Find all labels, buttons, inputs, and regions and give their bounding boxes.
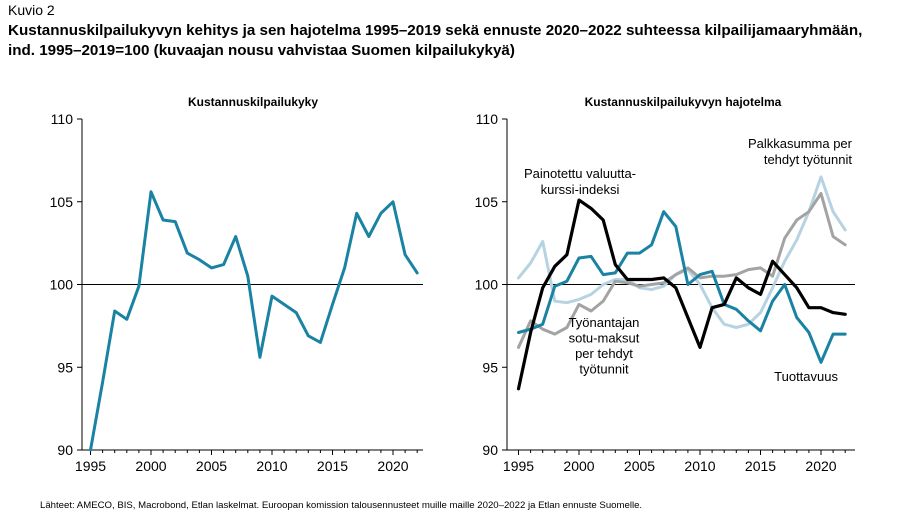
y-tick-label: 105 — [50, 194, 74, 210]
x-tick-label: 2015 — [745, 458, 776, 474]
x-tick-label: 2005 — [624, 458, 655, 474]
figure-label: Kuvio 2 — [8, 2, 55, 18]
panel-decomposition: Kustannuskilpailukyvyn hajotelma 110 105 10… — [475, 95, 855, 474]
series-line-3 — [516, 198, 847, 391]
x-tick-label: 2005 — [196, 458, 227, 474]
y-tick-label: 95 — [482, 359, 498, 375]
y-tick-label: 90 — [57, 442, 73, 458]
x-tick-label: 2020 — [377, 458, 408, 474]
x-tick-label: 2010 — [256, 458, 287, 474]
x-tick-label: 2000 — [563, 458, 594, 474]
y-tick-label: 110 — [51, 111, 74, 127]
y-tick-label: 100 — [475, 277, 499, 293]
series-annotation: Palkkasumma per tehdyt työtunnit — [748, 136, 853, 167]
x-tick-label: 2015 — [317, 458, 348, 474]
y-tick-label: 90 — [482, 442, 498, 458]
series-annotation: Painotettu valuutta-kurssi-indeksi — [524, 166, 636, 197]
figure-title: Kustannuskilpailukyvyn kehitys ja sen ha… — [8, 22, 863, 59]
series-line-2 — [517, 210, 847, 364]
y-tick-label: 100 — [50, 277, 74, 293]
y-tick-label: 105 — [475, 194, 499, 210]
source-note: Lähteet: AMECO, BIS, Macrobond, Etlan la… — [40, 500, 643, 511]
x-tick-label: 1995 — [75, 458, 106, 474]
series-line-0 — [89, 190, 419, 452]
y-tick-label: 95 — [57, 359, 73, 375]
panel-title: Kustannuskilpailukyky — [188, 95, 318, 109]
series-annotation: Tuottavuus — [774, 369, 838, 384]
series-annotation: Työnantajan sotu-maksut per tehdyt työtunni… — [569, 315, 640, 377]
x-tick-label: 2020 — [805, 458, 836, 474]
x-tick-label: 1995 — [503, 458, 534, 474]
x-tick-label: 2000 — [135, 458, 166, 474]
panel-title: Kustannuskilpailukyvyn hajotelma — [585, 95, 782, 109]
y-tick-label: 110 — [476, 111, 499, 127]
x-tick-label: 2010 — [684, 458, 715, 474]
series-line-1 — [517, 192, 847, 349]
